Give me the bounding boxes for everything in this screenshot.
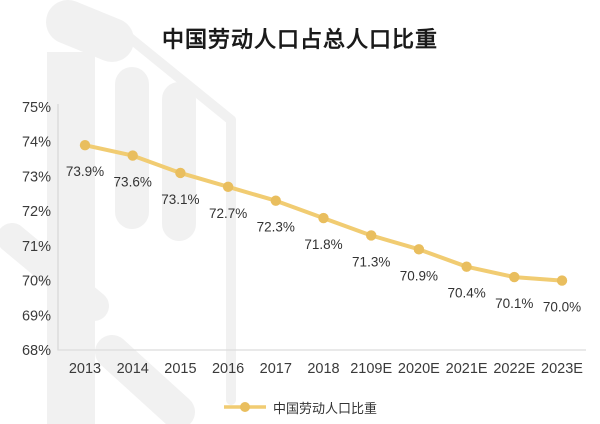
data-point-label: 73.9% [66, 164, 104, 179]
x-tick-label: 2015 [164, 361, 196, 377]
data-point-label: 70.1% [495, 296, 533, 311]
data-point-label: 70.9% [400, 268, 438, 283]
x-tick-label: 2020E [398, 361, 440, 377]
y-tick-label: 69% [22, 308, 51, 324]
data-point-marker [461, 261, 472, 272]
watermark-shape [95, 335, 195, 424]
data-point-label: 70.0% [543, 300, 581, 315]
data-point-marker [509, 271, 520, 283]
chart-title: 中国劳动人口占总人口比重 [161, 27, 438, 52]
data-point-marker [222, 181, 234, 193]
x-tick-label: 2013 [69, 361, 101, 377]
data-point-marker [79, 139, 91, 151]
data-point-label: 70.4% [447, 286, 485, 301]
data-point-marker [270, 195, 281, 206]
data-point-label: 71.8% [304, 237, 342, 252]
watermark-shape [120, 29, 236, 405]
x-tick-label: 2014 [117, 361, 149, 377]
data-point-marker [175, 167, 186, 179]
y-tick-label: 72% [22, 204, 51, 220]
series-line [83, 143, 564, 283]
data-point-label: 72.3% [257, 220, 295, 235]
x-tick-label: 2109E [350, 361, 392, 377]
x-tick-label: 2022E [493, 361, 535, 377]
x-tick-label: 2016 [212, 361, 244, 377]
y-tick-label: 74% [22, 135, 51, 151]
y-tick-label: 71% [22, 239, 51, 255]
data-point-label: 73.6% [114, 175, 152, 190]
watermark-shape [0, 223, 109, 321]
data-point-label: 72.7% [209, 206, 247, 221]
data-point-label: 73.1% [161, 192, 199, 207]
watermark-shape [46, 0, 134, 62]
legend-marker-icon [223, 402, 266, 412]
y-tick-label: 68% [22, 343, 51, 359]
y-tick-label: 70% [22, 274, 51, 290]
data-point-marker [127, 150, 138, 161]
x-tick-label: 2021E [446, 361, 488, 377]
data-point-marker [556, 275, 568, 286]
data-point-marker [366, 230, 377, 241]
x-tick-label: 2017 [260, 361, 292, 377]
legend-label: 中国劳动人口比重 [272, 400, 377, 416]
y-tick-label: 73% [22, 169, 51, 185]
data-point-marker [318, 212, 329, 224]
x-tick-label: 2023E [541, 361, 583, 377]
x-tick-label: 2018 [307, 361, 339, 377]
legend: 中国劳动人口比重 [0, 396, 600, 418]
data-point-label: 71.3% [352, 254, 390, 269]
y-tick-label: 75% [22, 100, 51, 116]
data-point-marker [413, 244, 425, 255]
